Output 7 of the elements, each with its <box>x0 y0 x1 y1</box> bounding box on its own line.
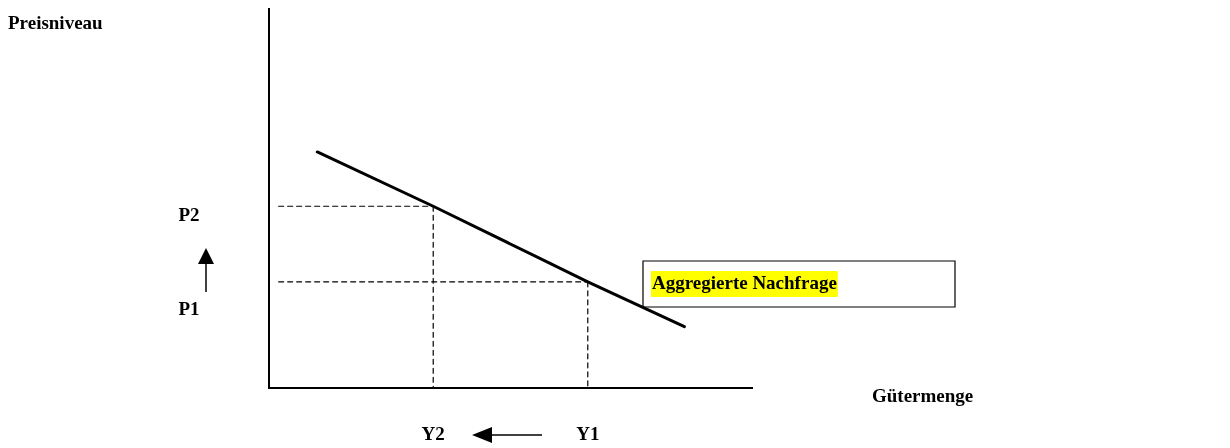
annotation: Aggregierte Nachfrage <box>652 271 837 293</box>
text: P2 <box>178 204 200 226</box>
text: Gütermenge <box>872 384 974 406</box>
text: Preisniveau <box>8 11 104 33</box>
x-tick-label: Y1 <box>576 423 600 445</box>
x-tick-label: Y2 <box>421 423 445 445</box>
text: P1 <box>178 297 200 319</box>
